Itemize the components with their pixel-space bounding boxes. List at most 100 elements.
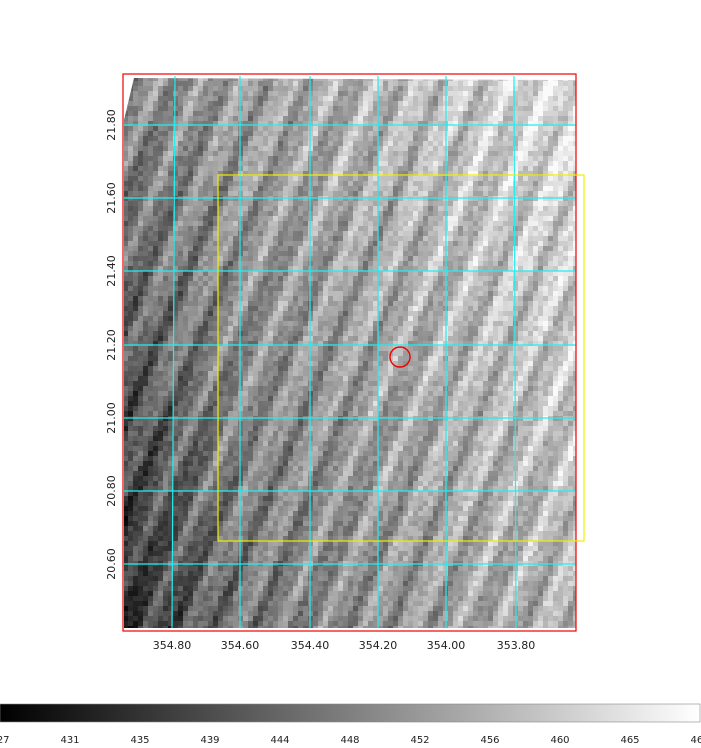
- pixel: [268, 301, 273, 306]
- pixel: [398, 146, 403, 151]
- pixel: [323, 276, 328, 281]
- pixel: [418, 151, 423, 156]
- pixel: [183, 241, 188, 246]
- pixel: [138, 321, 143, 326]
- pixel: [213, 106, 218, 111]
- pixel: [493, 296, 498, 301]
- pixel: [333, 316, 338, 321]
- pixel: [288, 331, 293, 336]
- pixel: [228, 191, 233, 196]
- pixel: [513, 286, 518, 291]
- pixel: [153, 271, 158, 276]
- pixel: [453, 206, 458, 211]
- pixel: [124, 181, 128, 186]
- pixel: [273, 161, 278, 166]
- pixel: [268, 241, 273, 246]
- pixel: [163, 331, 168, 336]
- pixel: [193, 231, 198, 236]
- pixel: [273, 346, 278, 351]
- pixel: [168, 96, 173, 101]
- pixel: [198, 171, 203, 176]
- pixel: [548, 306, 553, 311]
- pixel: [228, 81, 233, 86]
- pixel: [273, 221, 278, 226]
- pixel: [178, 326, 183, 331]
- pixel: [373, 141, 378, 146]
- pixel: [133, 126, 138, 131]
- pixel: [468, 126, 473, 131]
- pixel: [373, 256, 378, 261]
- pixel: [278, 106, 283, 111]
- pixel: [373, 201, 378, 206]
- pixel: [253, 231, 258, 236]
- pixel: [203, 86, 208, 91]
- pixel: [158, 311, 163, 316]
- pixel: [368, 191, 373, 196]
- pixel: [488, 171, 493, 176]
- pixel: [333, 151, 338, 156]
- pixel: [168, 286, 173, 291]
- pixel: [513, 306, 518, 311]
- pixel: [253, 86, 258, 91]
- pixel: [233, 261, 238, 266]
- pixel: [243, 166, 248, 171]
- pixel: [258, 86, 263, 91]
- pixel: [453, 78, 458, 81]
- pixel: [523, 216, 528, 221]
- pixel: [173, 146, 178, 151]
- pixel: [203, 126, 208, 131]
- pixel: [543, 116, 548, 121]
- pixel: [538, 236, 543, 241]
- pixel: [478, 116, 483, 121]
- pixel: [378, 246, 383, 251]
- pixel: [433, 311, 438, 316]
- pixel: [473, 286, 478, 291]
- pixel: [303, 96, 308, 101]
- pixel: [513, 166, 518, 171]
- pixel: [353, 116, 358, 121]
- pixel: [153, 211, 158, 216]
- pixel: [183, 286, 188, 291]
- pixel: [423, 251, 428, 256]
- pixel: [253, 261, 258, 266]
- pixel: [548, 331, 553, 336]
- pixel: [418, 326, 423, 331]
- pixel: [488, 186, 493, 191]
- pixel: [168, 156, 173, 161]
- pixel: [503, 236, 508, 241]
- pixel: [158, 176, 163, 181]
- pixel: [383, 231, 388, 236]
- pixel: [528, 336, 533, 341]
- pixel: [378, 271, 383, 276]
- pixel: [278, 251, 283, 256]
- pixel: [368, 151, 373, 156]
- pixel: [533, 181, 538, 186]
- pixel: [298, 151, 303, 156]
- pixel: [228, 276, 233, 281]
- pixel: [338, 266, 343, 271]
- pixel: [473, 281, 478, 286]
- pixel: [328, 151, 333, 156]
- pixel: [133, 206, 138, 211]
- pixel: [553, 271, 558, 276]
- pixel: [368, 146, 373, 151]
- pixel: [243, 78, 248, 81]
- pixel: [208, 286, 213, 291]
- pixel: [438, 291, 443, 296]
- pixel: [478, 236, 483, 241]
- pixel: [273, 336, 278, 341]
- pixel: [348, 336, 353, 341]
- pixel: [198, 111, 203, 116]
- pixel: [124, 91, 128, 96]
- pixel: [263, 336, 268, 341]
- pixel: [153, 326, 158, 331]
- pixel: [468, 181, 473, 186]
- pixel: [378, 166, 383, 171]
- pixel: [143, 216, 148, 221]
- pixel: [328, 136, 333, 141]
- pixel: [138, 331, 143, 336]
- pixel: [323, 231, 328, 236]
- pixel: [388, 131, 393, 136]
- pixel: [573, 276, 576, 281]
- pixel: [243, 191, 248, 196]
